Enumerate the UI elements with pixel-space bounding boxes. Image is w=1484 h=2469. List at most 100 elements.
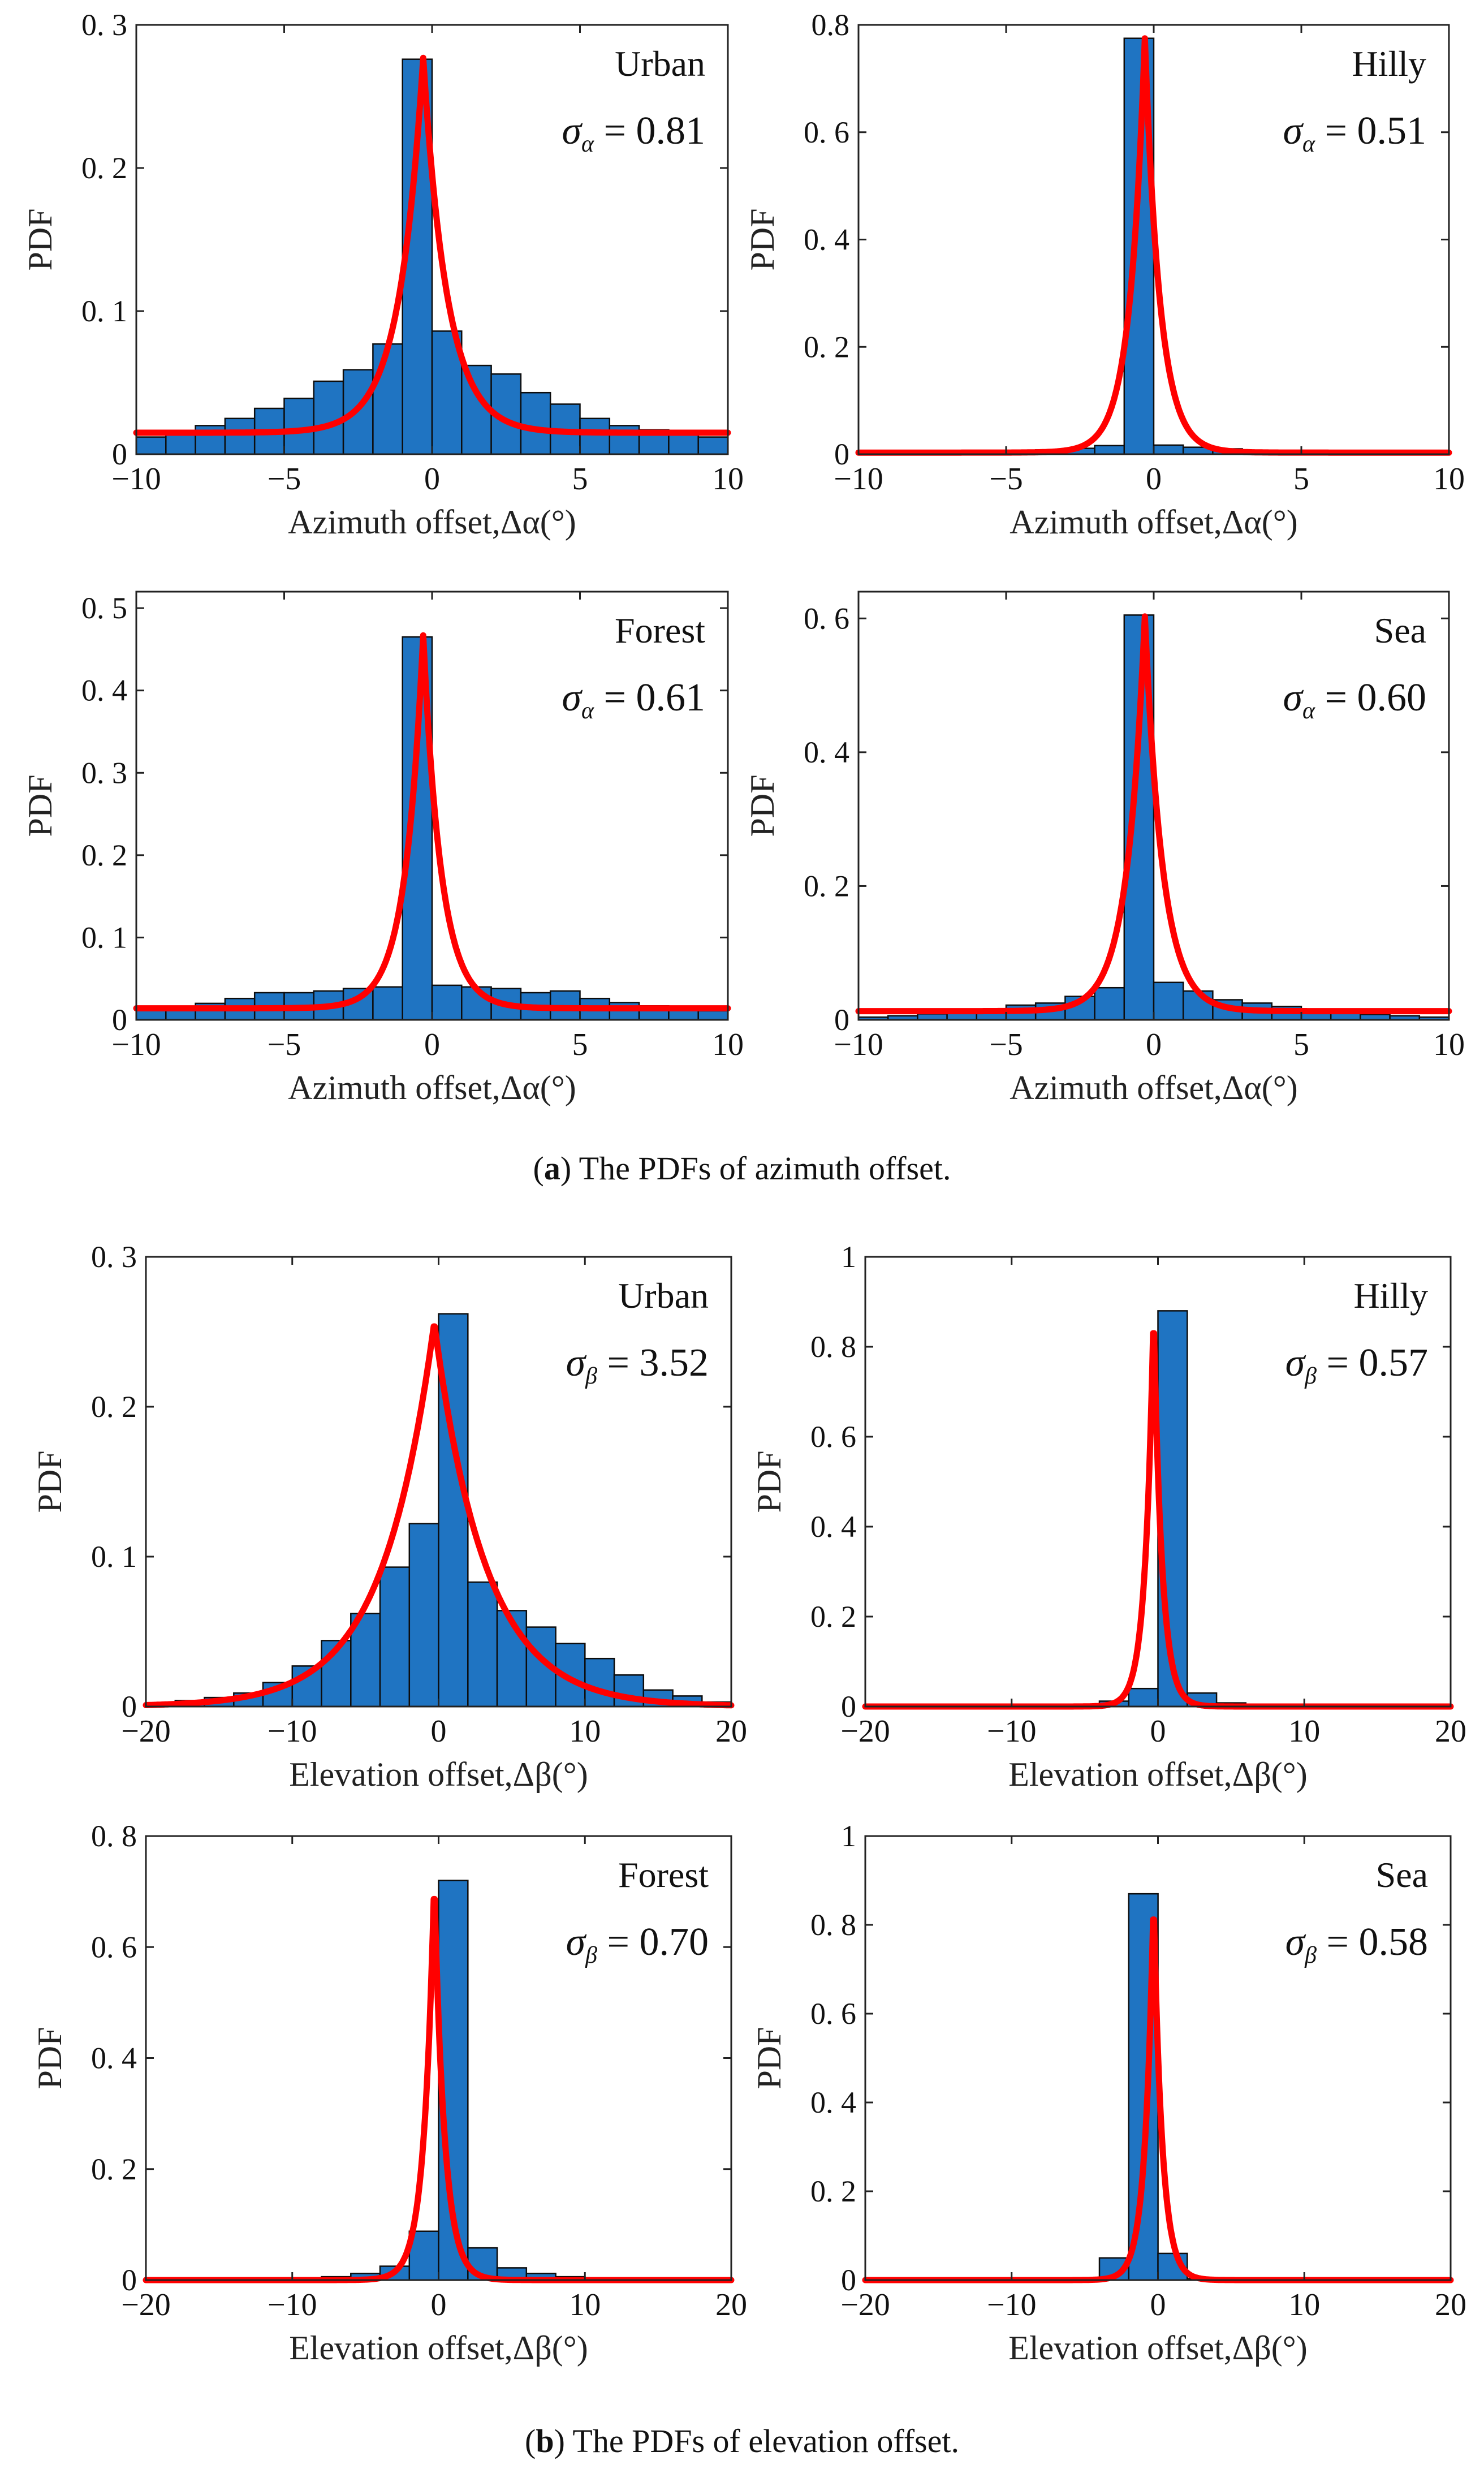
y-axis-label: PDF xyxy=(31,1450,68,1513)
sigma-subscript: α xyxy=(1302,698,1315,724)
y-tick-label: 0. 6 xyxy=(810,1420,856,1454)
x-tick-label: −5 xyxy=(268,462,301,497)
y-axis-label: PDF xyxy=(744,774,781,837)
x-tick-label: 10 xyxy=(569,2287,601,2323)
y-tick-label: 0. 1 xyxy=(91,1540,137,1574)
caption-b-text: The PDFs of elevation offset. xyxy=(564,2423,959,2459)
sigma-value: = 3.52 xyxy=(597,1341,709,1385)
x-tick-label: −5 xyxy=(989,1027,1023,1062)
scene-label: Urban xyxy=(618,1276,709,1316)
sigma-value: = 0.61 xyxy=(594,676,705,719)
y-tick-label: 0. 2 xyxy=(91,1390,137,1424)
x-tick-label: 10 xyxy=(569,1714,601,1749)
bar xyxy=(1153,981,1184,1021)
x-axis-label: Azimuth offset,Δα(°) xyxy=(288,1069,576,1106)
caption-a-text: The PDFs of azimuth offset. xyxy=(571,1150,951,1187)
sigma-annotation: σα = 0.60 xyxy=(1283,676,1426,724)
fit-curve xyxy=(143,1323,735,1709)
bar xyxy=(584,1657,615,1708)
bar xyxy=(313,380,344,455)
x-axis-label: Elevation offset,Δβ(°) xyxy=(289,1756,588,1793)
x-tick-label: 10 xyxy=(1433,462,1465,497)
bar xyxy=(431,984,463,1021)
x-tick-label: −10 xyxy=(987,2287,1037,2323)
sigma-subscript: α xyxy=(581,698,594,724)
bar xyxy=(135,436,167,455)
x-tick-label: −10 xyxy=(834,462,883,497)
scene-label: Forest xyxy=(615,610,705,650)
x-tick-label: 5 xyxy=(572,1027,588,1062)
x-tick-label: 5 xyxy=(1293,1027,1309,1062)
chart-3: −10 −5 0 5 10 0 0. 1 0. 2 0. 3 0. 4 0. 5 Azimuth of… xyxy=(21,591,744,1106)
bar xyxy=(283,398,315,455)
x-tick-label: −20 xyxy=(121,2287,171,2323)
scene-label: Urban xyxy=(615,44,705,84)
bar xyxy=(372,986,403,1021)
y-tick-label: 0. 4 xyxy=(804,223,849,257)
x-tick-label: 10 xyxy=(712,462,744,497)
y-tick-label: 0. 2 xyxy=(804,330,849,364)
x-tick-label: 0 xyxy=(431,1714,447,1749)
bar xyxy=(350,1613,381,1708)
chart-5: −20 −10 0 10 20 0 0. 1 0. 2 0. 3 Elevation offset… xyxy=(31,1240,747,1793)
x-tick-label: 0 xyxy=(1146,1027,1162,1062)
y-tick-label: 0. 3 xyxy=(81,8,127,42)
fit-curve xyxy=(855,613,1452,1015)
sigma-value: = 0.70 xyxy=(597,1920,709,1964)
y-tick-label: 0. 8 xyxy=(810,1330,856,1364)
scene-label: Hilly xyxy=(1352,44,1426,84)
caption-a: (a) The PDFs of azimuth offset. xyxy=(533,1150,951,1187)
x-tick-label: −10 xyxy=(111,1027,161,1062)
scene-label: Sea xyxy=(1374,610,1426,650)
y-tick-label: 0 xyxy=(122,2263,137,2297)
x-tick-label: 10 xyxy=(1288,1714,1320,1749)
chart-6: −20 −10 0 10 20 0 0. 2 0. 4 0. 6 0. 8 1 Elevation o… xyxy=(750,1240,1466,1793)
x-axis-label: Elevation offset,Δβ(°) xyxy=(1008,2329,1308,2367)
fit-curve xyxy=(855,35,1452,456)
x-axis-label: Elevation offset,Δβ(°) xyxy=(1008,1756,1308,1793)
bar xyxy=(379,1566,411,1708)
x-tick-label: 10 xyxy=(712,1027,744,1062)
y-tick-label: 0. 2 xyxy=(810,1600,856,1634)
y-tick-label: 0. 4 xyxy=(91,2041,137,2075)
x-axis-label: Azimuth offset,Δα(°) xyxy=(288,503,576,541)
scene-label: Hilly xyxy=(1353,1276,1428,1316)
y-tick-label: 0. 1 xyxy=(81,920,127,954)
x-tick-label: 0 xyxy=(1150,2287,1166,2323)
bar xyxy=(135,1009,167,1021)
sigma-symbol: σ xyxy=(1285,1920,1306,1964)
y-tick-label: 0. 6 xyxy=(810,1997,856,2031)
sigma-subscript: β xyxy=(1304,1942,1317,1968)
sigma-annotation: σα = 0.81 xyxy=(562,109,705,157)
fit-curve xyxy=(133,632,731,1012)
y-tick-label: 0 xyxy=(834,437,849,471)
x-tick-label: 20 xyxy=(715,2287,747,2323)
y-tick-label: 0 xyxy=(122,1690,137,1723)
y-tick-label: 0. 3 xyxy=(91,1240,137,1274)
x-tick-label: −20 xyxy=(840,1714,890,1749)
fit-curve xyxy=(133,54,731,436)
y-tick-label: 0.8 xyxy=(812,8,850,42)
y-tick-label: 0. 4 xyxy=(810,1510,856,1544)
sigma-subscript: α xyxy=(1302,131,1315,157)
bar xyxy=(668,433,699,455)
bar xyxy=(579,417,611,455)
x-tick-label: −20 xyxy=(121,1714,171,1749)
sigma-annotation: σβ = 0.58 xyxy=(1285,1920,1428,1968)
x-axis-label: Azimuth offset,Δα(°) xyxy=(1010,503,1297,541)
bar xyxy=(467,1581,498,1708)
bar xyxy=(1128,1687,1159,1708)
y-tick-label: 0. 4 xyxy=(804,735,849,769)
bar xyxy=(917,1013,948,1021)
sigma-value: = 0.81 xyxy=(594,109,705,153)
sigma-symbol: σ xyxy=(1283,109,1304,153)
bar xyxy=(408,1523,439,1708)
y-tick-label: 0. 1 xyxy=(81,294,127,328)
sigma-annotation: σα = 0.61 xyxy=(562,676,705,724)
x-tick-label: 20 xyxy=(1435,2287,1466,2323)
chart-4: −10 −5 0 5 10 0 0. 2 0. 4 0. 6 Azimuth offset,Δα(… xyxy=(744,591,1465,1106)
bar xyxy=(520,391,551,455)
y-tick-label: 0. 2 xyxy=(81,838,127,872)
x-tick-label: 0 xyxy=(431,2287,447,2323)
sigma-annotation: σβ = 3.52 xyxy=(566,1341,709,1389)
